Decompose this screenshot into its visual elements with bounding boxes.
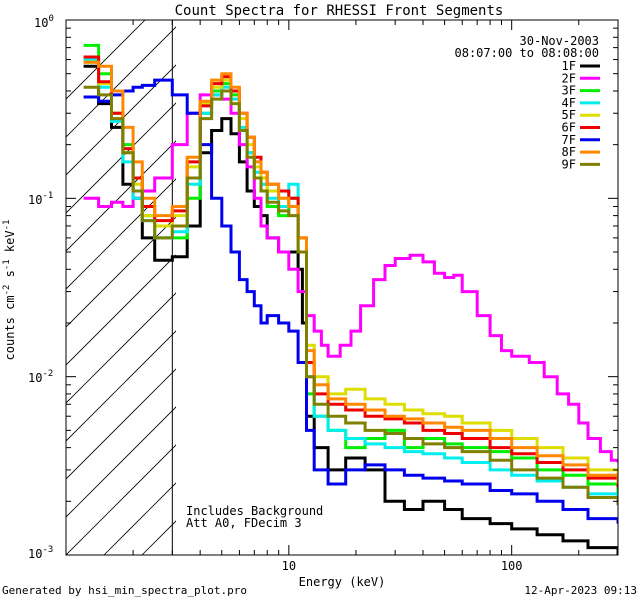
plot-date: 30-Nov-2003 [520,34,599,48]
series-3f [83,43,618,494]
series-5f [83,60,618,481]
hatch-line [66,444,176,555]
y-tick-label-0.1: 10-1 [28,191,53,207]
footer-generated-by: Generated by hsi_min_spectra_plot.pro [2,584,247,597]
hatch-line [66,140,176,252]
legend-label-6f: 6F [562,121,576,135]
series-7f [83,78,618,524]
legend-label-9f: 9F [562,157,576,171]
hatch-line [66,216,176,328]
hatch-line [66,102,176,214]
hatch-line [636,0,640,555]
series-2f [83,93,618,463]
hatch-line [66,406,176,518]
series-group [83,43,618,555]
y-axis-ticks [66,27,618,556]
legend-label-5f: 5F [562,108,576,122]
legend-label-7f: 7F [562,133,576,147]
y-tick-label-0.001: 10-3 [28,545,53,561]
hatch-line [522,0,640,555]
legend-label-3f: 3F [562,84,576,98]
hatch-line [66,330,176,442]
series-4f [83,58,618,502]
y-axis-label: counts cm-2 s-1 keV-1 [2,220,17,361]
x-axis-ticks [132,20,619,555]
footer-timestamp: 12-Apr-2023 09:13 [524,584,637,597]
hatch-line [408,0,640,555]
x-axis-label: Energy (keV) [299,575,386,589]
hatch-line [218,0,640,555]
x-tick-label-100: 100 [501,559,523,573]
hatch-line [66,64,176,176]
y-tick-label-0.01: 10-2 [28,369,53,385]
chart-title: Count Spectra for RHESSI Front Segments [175,3,504,19]
x-tick-label-10: 10 [282,559,296,573]
hatch-line [66,368,176,480]
hatch-line [103,482,176,555]
hatch-line [66,178,176,290]
hatch-line [66,26,176,138]
hatch-line [66,254,176,366]
legend-label-1f: 1F [562,59,576,73]
legend-label-4f: 4F [562,96,576,110]
plot-frame [65,19,619,556]
legend-label-2f: 2F [562,71,576,85]
hatch-line [66,20,146,100]
legend-label-8f: 8F [562,145,576,159]
hatched-region [66,0,640,555]
y-tick-label-1: 100 [34,14,54,30]
plot-time-range: 08:07:00 to 08:08:00 [455,46,600,60]
series-8f [83,60,618,484]
annotation-attenuator: Att A0, FDecim 3 [186,516,302,530]
hatch-line [598,0,640,555]
series-9f [83,85,618,506]
hatch-line [446,0,640,555]
annotation-background: Includes Background [186,504,323,518]
hatch-line [332,0,640,555]
hatch-line [370,0,640,555]
